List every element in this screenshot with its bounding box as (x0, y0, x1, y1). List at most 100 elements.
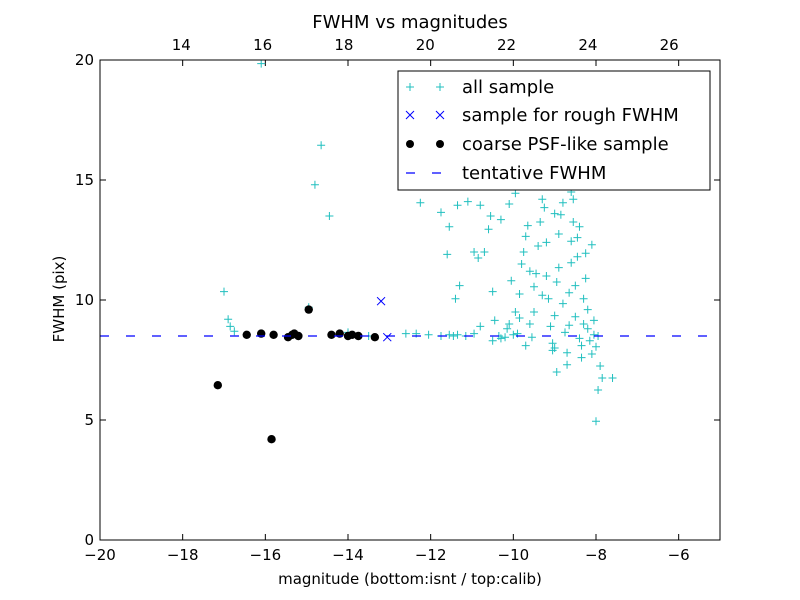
legend-entry-all-sample: all sample (406, 77, 554, 98)
all-sample-point (569, 218, 578, 226)
all-sample-point (470, 248, 479, 256)
all-sample-point (463, 197, 472, 206)
all-sample-point (596, 362, 605, 370)
all-sample-point (470, 329, 479, 338)
all-sample-point (561, 328, 569, 337)
left-axis-ticks: 0 5 10 15 20 (75, 51, 720, 549)
all-sample-point (488, 287, 497, 296)
all-sample-point (571, 312, 580, 321)
all-sample-point (530, 308, 538, 316)
all-sample-point (527, 333, 536, 342)
all-sample-point (437, 208, 445, 217)
y-tick-label: 15 (75, 171, 94, 189)
all-sample-point (542, 272, 551, 280)
all-sample-point (592, 417, 600, 426)
plot-frame (99, 59, 721, 541)
all-sample-point (226, 322, 235, 331)
x-tick-label: −10 (498, 546, 530, 564)
x-tick-label: −6 (668, 546, 690, 564)
all-sample-point (550, 209, 559, 218)
legend-label: tentative FWHM (462, 163, 606, 184)
all-sample-point (563, 360, 572, 369)
all-sample-point (515, 290, 524, 298)
y-tick-label: 10 (75, 291, 94, 309)
legend-label: coarse PSF-like sample (462, 134, 669, 155)
psf-sample-point (269, 330, 278, 339)
psf-sample-point (327, 330, 336, 339)
x-axis-label: magnitude (bottom:isnt / top:calib) (278, 570, 542, 588)
top-tick-label: 20 (416, 36, 435, 54)
all-sample-point (581, 274, 590, 283)
all-sample-point (317, 141, 326, 150)
all-sample-point (416, 198, 425, 207)
all-sample-point (540, 203, 549, 212)
all-sample-point (583, 324, 592, 333)
bottom-axis-ticks: −20 −18 −16 −14 −12 −10 −8 −6 (84, 60, 690, 564)
all-sample-point (558, 198, 567, 207)
all-sample-point (532, 269, 541, 278)
all-sample-point (558, 299, 567, 308)
y-axis-label: FWHM (pix) (50, 256, 68, 343)
x-tick-label: −12 (415, 546, 447, 564)
all-sample-point (552, 368, 561, 376)
all-sample-point (445, 222, 454, 231)
legend-entry-psf-sample: coarse PSF-like sample (406, 134, 669, 155)
all-sample-point (536, 218, 545, 226)
all-sample-point (579, 294, 588, 303)
all-sample-point (569, 195, 578, 204)
top-tick-label: 18 (334, 36, 353, 54)
legend-marker-x (405, 110, 445, 120)
all-sample-point (538, 291, 547, 300)
top-tick-label: 22 (497, 36, 516, 54)
all-sample-point (325, 212, 334, 220)
all-sample-point (542, 238, 551, 247)
all-sample-point (484, 225, 493, 234)
all-sample-point (534, 242, 543, 250)
y-tick-label: 0 (84, 531, 94, 549)
all-sample-point (451, 294, 460, 303)
all-sample-point (589, 316, 598, 325)
all-sample-point (544, 294, 553, 303)
legend-box (397, 70, 711, 191)
all-sample-point (577, 353, 586, 362)
psf-sample-point (213, 381, 222, 390)
all-sample-point (575, 334, 584, 343)
psf-sample-point (370, 333, 380, 342)
all-sample-point (224, 315, 233, 324)
all-sample-point (573, 252, 582, 261)
all-sample-point (507, 276, 516, 285)
psf-sample-point (294, 331, 303, 341)
top-tick-label: 16 (253, 36, 272, 54)
all-sample-point (445, 330, 454, 339)
all-sample-point (486, 212, 495, 220)
legend-entry-tentative-fwhm: tentative FWHM (406, 163, 606, 184)
marks-clipped (100, 60, 720, 444)
all-sample-point (519, 248, 528, 256)
all-sample-point (511, 189, 520, 198)
all-sample-point (587, 350, 596, 358)
all-sample-point (538, 195, 547, 204)
legend-entry-rough-sample: sample for rough FWHM (405, 105, 679, 126)
all-sample-point (565, 321, 574, 330)
legend-marker-plus (406, 83, 444, 91)
all-sample-point (496, 334, 505, 343)
plot-border (99, 59, 721, 541)
rough-sample-point (376, 296, 386, 306)
all-sample-point (567, 237, 576, 246)
all-sample-point (424, 330, 433, 339)
rough-sample-point (382, 332, 392, 342)
all-sample-point (581, 249, 590, 258)
all-sample-point (449, 332, 458, 340)
legend-marker-circle (406, 140, 444, 148)
all-sample-point (552, 278, 561, 286)
all-sample-point (509, 330, 518, 339)
all-sample-point (488, 336, 497, 345)
top-tick-label: 24 (578, 36, 597, 54)
all-sample-point (476, 201, 485, 210)
all-sample-point (455, 281, 464, 290)
legend-label: all sample (462, 77, 554, 98)
all-sample-point (220, 287, 228, 296)
all-sample-point (480, 248, 489, 256)
legend: all sample sample for rough FWHM coarse … (397, 70, 711, 191)
all-sample-point (550, 311, 559, 320)
